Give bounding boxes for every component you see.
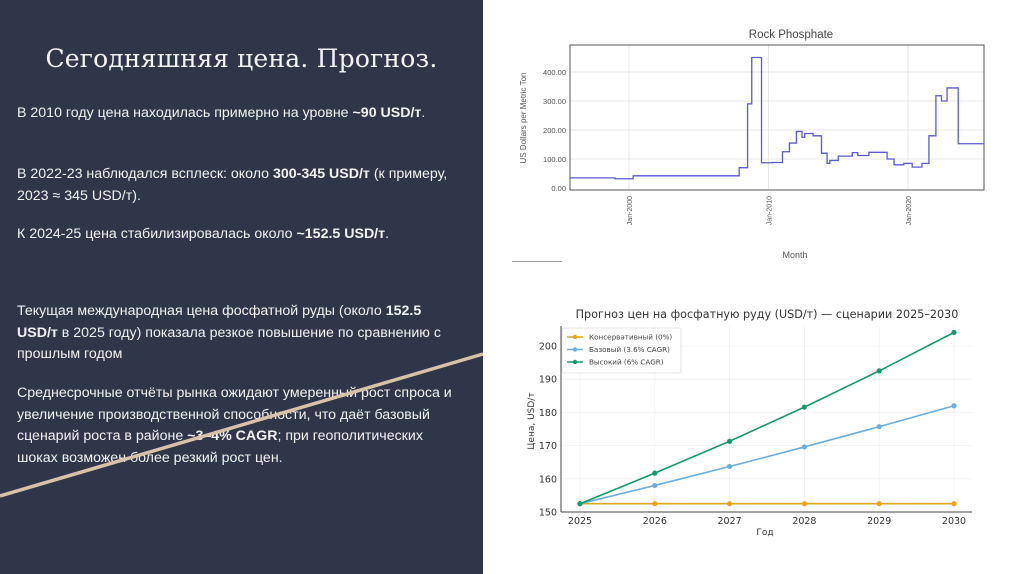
- chart2-y-ticks: 150 160 170 180 190 200: [539, 342, 557, 519]
- svg-text:2029: 2029: [867, 516, 891, 527]
- chart2-x-ticks: 2025 2026 2027 2028 2029 2030: [568, 516, 966, 527]
- svg-text:400.00: 400.00: [543, 68, 566, 77]
- svg-text:Консервативный (0%): Консервативный (0%): [589, 333, 672, 342]
- chart1-y-label: US Dollars per Metric Ton: [519, 73, 528, 164]
- rock-phosphate-history-chart: Rock Phosphate 0.00 100.00 200.00 300.00 400…: [519, 29, 985, 260]
- svg-text:200.00: 200.00: [543, 126, 566, 135]
- svg-text:Jan-2020: Jan-2020: [906, 196, 913, 225]
- chart2-title: Прогноз цен на фосфатную руду (USD/т) — …: [576, 308, 959, 321]
- svg-text:2026: 2026: [643, 516, 667, 527]
- svg-text:170: 170: [539, 441, 557, 452]
- rock-phosphate-price-line: [570, 56, 984, 180]
- svg-text:2028: 2028: [792, 516, 816, 527]
- slide-title: Сегодняшняя цена. Прогноз.: [45, 44, 438, 73]
- chart2-x-label: Год: [756, 528, 773, 538]
- paragraph-2010-price: В 2010 году цена находилась примерно на …: [17, 105, 426, 121]
- chart2-gridlines: [561, 326, 972, 513]
- paragraph-outlook: Среднесрочные отчёты рынка ожидают умере…: [17, 385, 452, 466]
- chart1-x-ticks: Jan-2000 Jan-2010 Jan-2020: [627, 196, 913, 225]
- svg-text:Jan-2000: Jan-2000: [627, 196, 634, 225]
- paragraph-2024-stabilization: К 2024-25 цена стабилизировалась около ~…: [17, 226, 390, 242]
- paragraph-2022-spike: В 2022-23 наблюдался всплеск: около 300-…: [17, 166, 448, 204]
- svg-text:100.00: 100.00: [543, 155, 566, 164]
- svg-text:190: 190: [539, 375, 557, 386]
- svg-text:180: 180: [539, 408, 557, 419]
- svg-text:0.00: 0.00: [551, 184, 566, 193]
- svg-text:Базовый (3.6% CAGR): Базовый (3.6% CAGR): [589, 345, 670, 354]
- chart2-series: [577, 329, 957, 507]
- svg-text:2030: 2030: [942, 516, 966, 527]
- svg-text:200: 200: [539, 342, 557, 353]
- chart2-legend: Консервативный (0%) Базовый (3.6% CAGR) Вы…: [561, 327, 682, 374]
- svg-text:Высокий (6% CAGR): Высокий (6% CAGR): [589, 358, 664, 367]
- chart2-y-label: Цена, USD/т: [527, 392, 537, 449]
- svg-text:2027: 2027: [718, 516, 742, 527]
- svg-text:160: 160: [539, 474, 557, 485]
- chart1-title: Rock Phosphate: [749, 29, 833, 41]
- text-panel: Сегодняшняя цена. Прогноз. В 2010 году ц…: [0, 0, 483, 574]
- svg-text:150: 150: [539, 508, 557, 519]
- chart1-plot-frame: [569, 44, 985, 191]
- svg-text:Jan-2010: Jan-2010: [767, 196, 774, 225]
- chart1-x-label: Month: [782, 250, 807, 260]
- separator-line: [512, 261, 562, 262]
- chart1-y-ticks: 0.00 100.00 200.00 300.00 400.00: [543, 68, 566, 193]
- forecast-scenarios-chart: Прогноз цен на фосфатную руду (USD/т) — …: [527, 308, 972, 538]
- chart1-gridlines: [570, 45, 984, 190]
- svg-text:2025: 2025: [568, 516, 592, 527]
- svg-text:300.00: 300.00: [543, 97, 566, 106]
- paragraph-current-price: Текущая международная цена фосфатной руд…: [17, 303, 441, 362]
